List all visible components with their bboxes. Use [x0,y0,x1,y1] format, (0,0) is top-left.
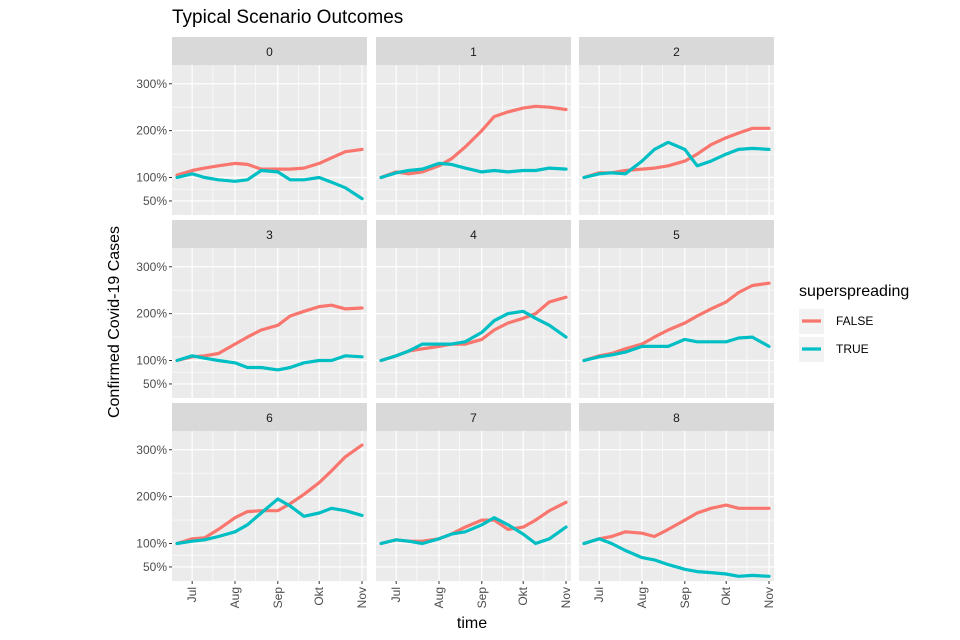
series-line-false [175,147,364,177]
x-tick-label: Nov [355,587,369,608]
x-tick-label: Okt [516,586,530,605]
y-tick-label: 100% [136,171,167,185]
facet-strip-label: 4 [470,228,477,242]
y-tick-label: 50% [143,194,167,208]
facet-strip [376,37,571,65]
series-line-true [582,537,771,578]
series-line-true [379,309,568,363]
facet-strip [376,403,571,431]
facet-strip [172,37,367,65]
facet-panel-6: 6 50% 100% 200% 300% Jul Aug Sep Okt Nov [136,403,369,608]
series-line-false [379,104,568,180]
facet-strip-label: 8 [673,411,680,425]
facet-strip-label: 1 [470,45,477,59]
x-tick-label: Nov [762,587,776,608]
y-tick-label: 50% [143,377,167,391]
panel-background [376,248,571,398]
legend-title: superspreading [799,283,909,300]
facet-strip [579,403,774,431]
panel-background [579,431,774,581]
series-line-true [582,335,771,363]
facet-strip-label: 6 [266,411,273,425]
facet-strip-label: 7 [470,411,477,425]
x-tick-label: Sep [271,587,285,609]
panel-background [579,65,774,215]
facet-panel-2: 2 [579,37,774,215]
series-line-false [582,281,771,363]
y-axis-title: Confirmed Covid-19 Cases [106,226,123,418]
facet-strip-label: 5 [673,228,680,242]
x-tick-label: Okt [719,586,733,605]
x-tick-label: Aug [228,587,242,608]
series-line-true [379,161,568,180]
facet-strip-label: 0 [266,45,273,59]
facet-panel-4: 4 [376,220,571,398]
panel-background [172,248,367,398]
series-line-false [175,303,364,363]
x-tick-label: Okt [312,586,326,605]
legend-entry-true: TRUE [799,337,869,362]
series-line-true [582,140,771,180]
x-tick-label: Nov [559,587,573,608]
facet-panel-5: 5 [579,220,774,398]
facet-panel-7: 7 Jul Aug Sep Okt Nov [376,403,573,608]
facet-panel-8: 8 Jul Aug Sep Okt Nov [579,403,776,608]
series-line-true [175,497,364,546]
x-tick-label: Jul [592,587,606,602]
series-line-true [175,354,364,372]
series-line-false [582,503,771,546]
y-tick-label: 300% [136,77,167,91]
series-line-true [175,168,364,201]
x-axis-title: time [457,615,487,632]
series-line-false [175,443,364,546]
y-tick-label: 200% [136,124,167,138]
y-tick-label: 100% [136,354,167,368]
x-tick-label: Jul [185,587,199,602]
legend-entries: FALSE TRUE [799,309,873,362]
chart-title: Typical Scenario Outcomes [172,7,403,28]
facet-panel-3: 3 50% 100% 200% 300% [136,220,367,398]
facet-strip [579,220,774,248]
facet-strip [172,403,367,431]
y-tick-label: 200% [136,307,167,321]
legend: superspreading FALSE TRUE [799,283,909,362]
y-tick-label: 100% [136,537,167,551]
facet-strip-label: 2 [673,45,680,59]
panel-background [376,431,571,581]
facet-strip [579,37,774,65]
facet-strip [172,220,367,248]
facet-strip-label: 3 [266,228,273,242]
panel-grid: 0 50% 100% 200% 300% 1 2 3 50% 100% 200% 300% 4 5 6 50%… [136,37,776,608]
x-tick-label: Aug [635,587,649,608]
panel-background [579,248,774,398]
facet-panel-1: 1 [376,37,571,215]
facet-strip [376,220,571,248]
x-tick-label: Jul [389,587,403,602]
legend-entry-false: FALSE [799,309,873,334]
x-tick-label: Sep [678,587,692,609]
panel-background [172,65,367,215]
y-tick-label: 50% [143,560,167,574]
x-tick-label: Sep [475,587,489,609]
legend-label: TRUE [836,342,869,356]
y-tick-label: 300% [136,443,167,457]
y-tick-label: 300% [136,260,167,274]
legend-label: FALSE [836,314,873,328]
y-tick-label: 200% [136,490,167,504]
facet-panel-0: 0 50% 100% 200% 300% [136,37,367,215]
series-line-true [379,516,568,546]
x-tick-label: Aug [432,587,446,608]
